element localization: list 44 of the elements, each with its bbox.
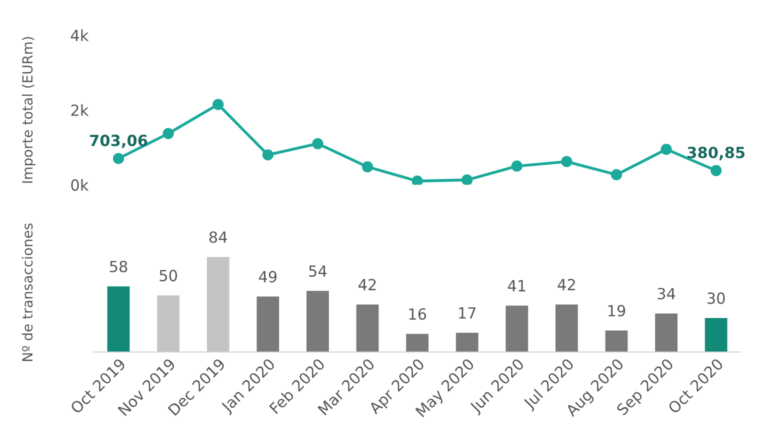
- data-label: 703,06: [90, 134, 148, 148]
- y-tick-label: 2k: [71, 104, 89, 116]
- bar: [655, 314, 678, 352]
- bar: [605, 330, 628, 352]
- bar: [704, 318, 728, 352]
- data-label: 42: [558, 278, 575, 290]
- point: [561, 156, 572, 168]
- data-label: 84: [209, 231, 227, 243]
- y-tick-label: 0k: [71, 178, 89, 191]
- data-label: 19: [608, 304, 626, 316]
- point: [412, 176, 423, 185]
- point: [511, 160, 522, 172]
- data-label: 54: [309, 265, 327, 277]
- bar: [306, 290, 329, 352]
- bar: [506, 306, 528, 352]
- y-tick-label: 4k: [70, 29, 89, 42]
- data-label: 30: [708, 292, 725, 304]
- point: [312, 138, 324, 150]
- data-label: 42: [358, 278, 376, 290]
- data-label: 50: [160, 270, 178, 282]
- bar: [456, 332, 478, 352]
- point: [112, 152, 124, 164]
- point: [710, 165, 722, 176]
- y-axis-title: Importe total (EURm): [22, 37, 36, 183]
- bar: [356, 304, 379, 352]
- point: [610, 169, 622, 180]
- data-label: 49: [258, 270, 277, 282]
- point: [660, 144, 672, 155]
- data-label: 16: [409, 308, 426, 320]
- bar: [256, 296, 280, 352]
- data-label: 17: [459, 307, 476, 318]
- data-label: 380,85: [688, 146, 745, 160]
- data-label: 58: [110, 260, 128, 272]
- point: [362, 161, 374, 172]
- bar: [107, 286, 130, 352]
- data-label: 34: [658, 288, 676, 300]
- data-label: 41: [508, 280, 526, 292]
- point: [462, 174, 473, 185]
- point: [162, 128, 174, 140]
- bar: [555, 304, 578, 352]
- point: [212, 98, 224, 110]
- bar: [406, 334, 429, 352]
- y-axis-title: Nº de transacciones: [22, 224, 33, 362]
- point: [262, 149, 274, 160]
